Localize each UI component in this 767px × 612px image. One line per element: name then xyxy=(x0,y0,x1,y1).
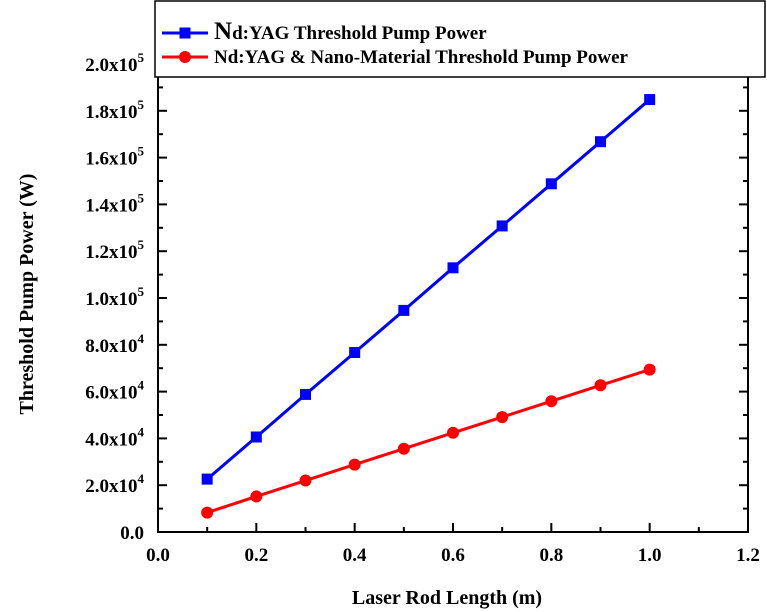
y-tick-mantissa: 2.0x10 xyxy=(85,476,137,497)
y-tick-exponent: 4 xyxy=(138,424,145,439)
y-tick-exponent: 4 xyxy=(138,331,145,346)
y-tick-mantissa: 0.0 xyxy=(120,523,144,544)
y-axis-title: Threshold Pump Power (W) xyxy=(16,174,38,415)
y-tick-label: 2.0x105 xyxy=(85,50,144,76)
y-tick-mantissa: 1.8x10 xyxy=(85,102,137,123)
y-tick-mantissa: 1.2x10 xyxy=(85,242,137,263)
y-tick-label: 1.0x105 xyxy=(85,284,144,310)
x-axis-title: Laser Rod Length (m) xyxy=(352,587,542,609)
x-tick-label: 1.0 xyxy=(638,545,662,566)
y-tick-label: 1.4x105 xyxy=(85,190,144,216)
y-tick-exponent: 5 xyxy=(138,50,145,65)
data-point xyxy=(300,389,311,400)
y-tick-exponent: 4 xyxy=(138,378,145,393)
data-point xyxy=(398,443,410,455)
data-point xyxy=(349,459,361,471)
y-tick-exponent: 5 xyxy=(138,284,145,299)
data-point xyxy=(201,507,213,519)
y-tick-mantissa: 1.0x10 xyxy=(85,289,137,310)
data-point xyxy=(644,364,656,376)
y-tick-exponent: 5 xyxy=(138,190,145,205)
y-tick-mantissa: 1.4x10 xyxy=(85,195,137,216)
legend-label-text: d:YAG Threshold Pump Power xyxy=(232,23,487,44)
data-point xyxy=(496,411,508,423)
legend-label: Nd:YAG & Nano-Material Threshold Pump Po… xyxy=(214,47,629,68)
axes xyxy=(158,64,748,532)
y-tick-mantissa: 4.0x10 xyxy=(85,429,137,450)
data-point xyxy=(448,262,459,273)
y-tick-label: 1.2x105 xyxy=(85,237,144,263)
data-point xyxy=(300,475,312,487)
series-1 xyxy=(202,94,656,485)
data-point xyxy=(202,474,213,485)
y-tick-exponent: 4 xyxy=(138,471,145,486)
data-point xyxy=(251,431,262,442)
y-tick-label: 4.0x104 xyxy=(85,424,144,450)
y-tick-mantissa: 8.0x10 xyxy=(85,336,137,357)
y-tick-label: 1.6x105 xyxy=(85,144,144,170)
y-tick-label: 0.0 xyxy=(120,523,144,544)
y-tick-mantissa: 6.0x10 xyxy=(85,383,137,404)
ticks: 0.0 0.2 0.4 0.6 0.8 1.0 1.20.02.0x1044.0x1046.… xyxy=(85,50,760,566)
plot-frame xyxy=(158,64,748,532)
x-tick-label: 0.4 xyxy=(343,545,367,566)
legend-label-prefix: N xyxy=(214,18,232,45)
data-point xyxy=(546,178,557,189)
y-tick-mantissa: 2.0x10 xyxy=(85,55,137,76)
legend-marker xyxy=(180,28,191,39)
legend-label-text: Nd:YAG & Nano-Material Threshold Pump Po… xyxy=(214,47,629,68)
x-tick-label: 1.2 xyxy=(736,545,760,566)
legend-entry-2: Nd:YAG & Nano-Material Threshold Pump Po… xyxy=(162,47,629,68)
x-tick-label: 0.8 xyxy=(539,545,563,566)
data-point xyxy=(447,427,459,439)
data-point xyxy=(398,305,409,316)
legend-marker xyxy=(179,51,191,63)
y-tick-exponent: 5 xyxy=(138,97,145,112)
y-tick-exponent: 5 xyxy=(138,144,145,159)
data-point xyxy=(349,347,360,358)
legend-label: Nd:YAG Threshold Pump Power xyxy=(214,18,487,45)
data-point xyxy=(595,136,606,147)
data-point xyxy=(644,94,655,105)
x-tick-label: 0.6 xyxy=(441,545,465,566)
data-point xyxy=(595,379,607,391)
x-tick-label: 0.2 xyxy=(244,545,268,566)
data-point xyxy=(497,220,508,231)
y-tick-exponent: 5 xyxy=(138,237,145,252)
x-tick-label: 0.0 xyxy=(146,545,170,566)
y-tick-label: 1.8x105 xyxy=(85,97,144,123)
y-tick-mantissa: 1.6x10 xyxy=(85,149,137,170)
series-2 xyxy=(201,364,656,519)
data-point xyxy=(250,490,262,502)
y-tick-label: 2.0x104 xyxy=(85,471,144,497)
y-tick-label: 8.0x104 xyxy=(85,331,144,357)
data-point xyxy=(545,395,557,407)
series-layer xyxy=(201,94,656,519)
series-line xyxy=(207,370,650,513)
series-line xyxy=(207,100,650,480)
y-tick-label: 6.0x104 xyxy=(85,378,144,404)
